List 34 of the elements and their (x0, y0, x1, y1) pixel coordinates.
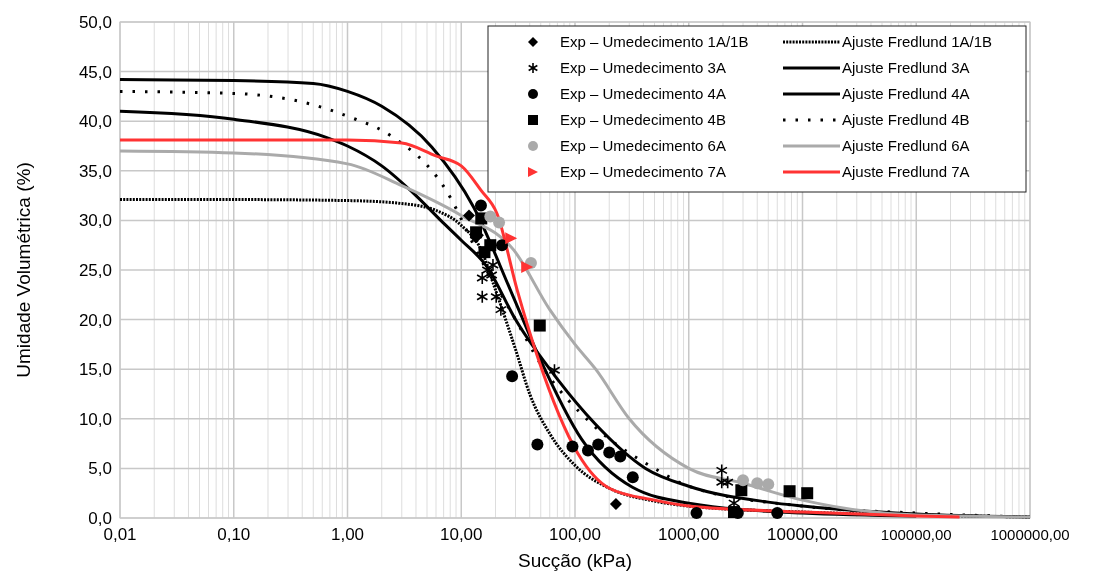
legend-label: Ajuste Fredlund 1A/1B (842, 33, 993, 50)
legend-label: Ajuste Fredlund 6A (842, 137, 970, 154)
legend-label: Ajuste Fredlund 7A (842, 163, 970, 180)
x-tick-label: 1,00 (330, 525, 365, 544)
y-tick-label: 25,0 (78, 261, 112, 280)
x-tick-label: 1000000,00 (990, 526, 1070, 543)
legend-label: Ajuste Fredlund 3A (842, 59, 970, 76)
x-tick-label: 10000,00 (767, 525, 838, 544)
y-tick-label: 40,0 (78, 112, 112, 132)
y-tick-label: 10,0 (78, 409, 112, 429)
x-tick-label: 0,10 (217, 525, 251, 544)
legend-label: Ajuste Fredlund 4A (842, 85, 970, 102)
y-tick-label: 0,0 (88, 509, 112, 528)
y-tick-label: 45,0 (78, 62, 112, 82)
y-tick-label: 50,0 (78, 13, 112, 32)
x-tick-label: 10,00 (439, 525, 483, 544)
x-tick-label: 100,00 (549, 525, 601, 544)
legend-label: Exp – Umedecimento 4B (560, 111, 726, 128)
y-axis-title: Umidade Volumétrica (%) (13, 162, 34, 378)
legend-label: Exp – Umedecimento 4A (560, 85, 726, 102)
y-tick-label: 30,0 (78, 211, 112, 231)
y-tick-label: 15,0 (78, 360, 112, 380)
x-tick-label: 0,01 (103, 525, 137, 544)
legend-label: Exp – Umedecimento 7A (560, 163, 726, 180)
legend-label: Exp – Umedecimento 6A (560, 137, 726, 154)
x-tick-label: 1000,00 (658, 525, 720, 544)
x-tick-label: 100000,00 (880, 526, 952, 543)
x-axis-title: Sucção (kPa) (517, 550, 633, 571)
legend-label: Exp – Umedecimento 3A (560, 59, 726, 76)
y-tick-label: 35,0 (78, 161, 112, 181)
y-tick-label: 20,0 (78, 310, 112, 330)
y-tick-label: 5,0 (88, 459, 112, 479)
legend-label: Ajuste Fredlund 4B (842, 111, 970, 128)
legend-label: Exp – Umedecimento 1A/1B (560, 33, 749, 50)
